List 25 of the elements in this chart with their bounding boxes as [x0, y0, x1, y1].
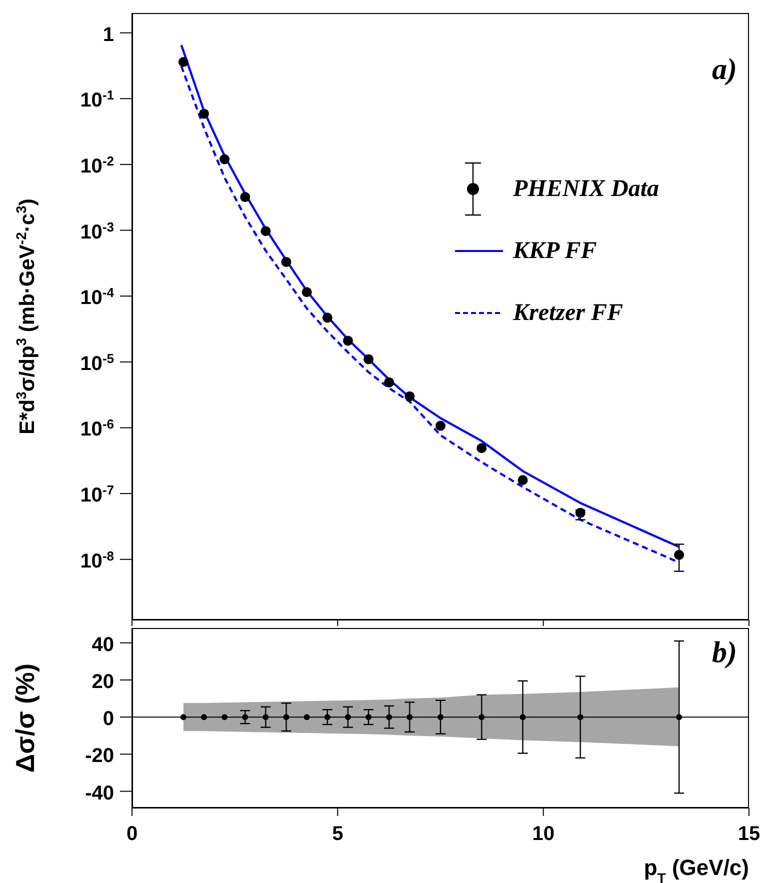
y-tick-label: 1	[102, 24, 114, 46]
y-tick-label: 10$^{-6}$	[80, 416, 114, 441]
y-tick-label: -40	[85, 782, 114, 804]
y-axis-title: Δσ/σ (%)	[10, 663, 40, 773]
y-tick-label: -20	[85, 745, 114, 768]
y-tick-label: 10$^{-1}$	[80, 87, 114, 112]
legend-label: Kretzer FF	[513, 300, 624, 326]
y-tick-label: 10$^{-2}$	[80, 152, 114, 178]
legend-label: KKP FF	[513, 238, 597, 264]
x-tick-label: 10	[532, 823, 554, 845]
x-tick-label: 15	[738, 823, 760, 845]
y-tick-label: 10$^{-5}$	[80, 350, 114, 375]
annotation: b)	[712, 636, 737, 670]
legend-label: PHENIX Data	[513, 176, 660, 202]
y-tick-label: 20	[92, 670, 114, 693]
y-tick-label: 40	[92, 634, 114, 656]
y-tick-label: 10$^{-8}$	[80, 548, 114, 572]
x-axis-title: p$_{T}$ (GeV/c)	[644, 855, 749, 883]
x-tick-label: 5	[332, 823, 344, 845]
y-tick-label: 10$^{-4}$	[80, 284, 115, 310]
y-tick-label: 10$^{-7}$	[80, 482, 114, 507]
x-tick-label: 0	[126, 823, 138, 845]
y-tick-label: 0	[102, 708, 114, 730]
y-tick-label: 10$^{-3}$	[80, 218, 114, 244]
annotation: a)	[712, 53, 737, 87]
